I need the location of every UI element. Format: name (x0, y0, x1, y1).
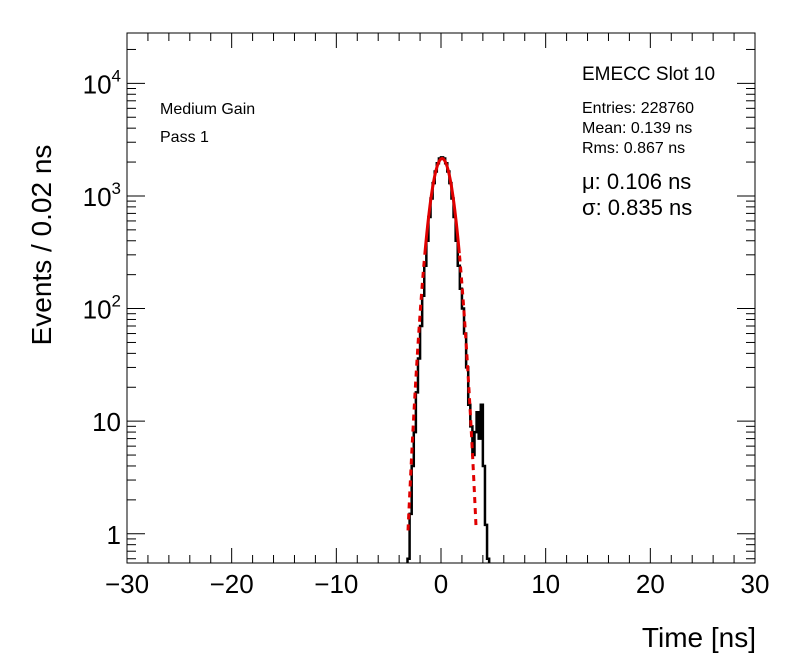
gain-annotation: Medium Gain (160, 101, 255, 118)
fit-curve-right-tail (458, 255, 478, 528)
pass-annotation: Pass 1 (160, 129, 209, 146)
x-tick-label: −20 (210, 569, 254, 599)
chart-title: EMECC Slot 10 (582, 64, 715, 85)
stat-entries: Entries: 228760 (582, 100, 694, 117)
fit-layer (406, 157, 478, 531)
fit-curve-left-tail (406, 256, 427, 531)
stat-rms: Rms: 0.867 ns (582, 140, 685, 157)
y-tick-label: 102 (83, 292, 121, 325)
stat-mean: Mean: 0.139 ns (582, 120, 692, 137)
x-axis-ticks: −30 −20 −10 0 10 20 30 (105, 33, 770, 599)
y-tick-label: 104 (83, 66, 121, 99)
y-tick-label: 10 (92, 407, 121, 437)
x-tick-label: 20 (636, 569, 665, 599)
y-axis-ticks: 1 10 102 103 104 (83, 48, 755, 560)
fit-sigma: σ: 0.835 ns (582, 195, 692, 220)
fit-mu: μ: 0.106 ns (582, 169, 691, 194)
y-tick-label: 103 (83, 179, 121, 212)
x-tick-label: 10 (531, 569, 560, 599)
x-tick-label: −10 (314, 569, 358, 599)
x-tick-label: 30 (741, 569, 770, 599)
x-tick-label: −30 (105, 569, 149, 599)
x-axis-label: Time [ns] (642, 622, 756, 653)
y-axis-label: Events / 0.02 ns (26, 145, 57, 346)
x-tick-label: 0 (434, 569, 448, 599)
fit-curve-core (423, 157, 461, 255)
y-tick-label: 1 (107, 520, 121, 550)
